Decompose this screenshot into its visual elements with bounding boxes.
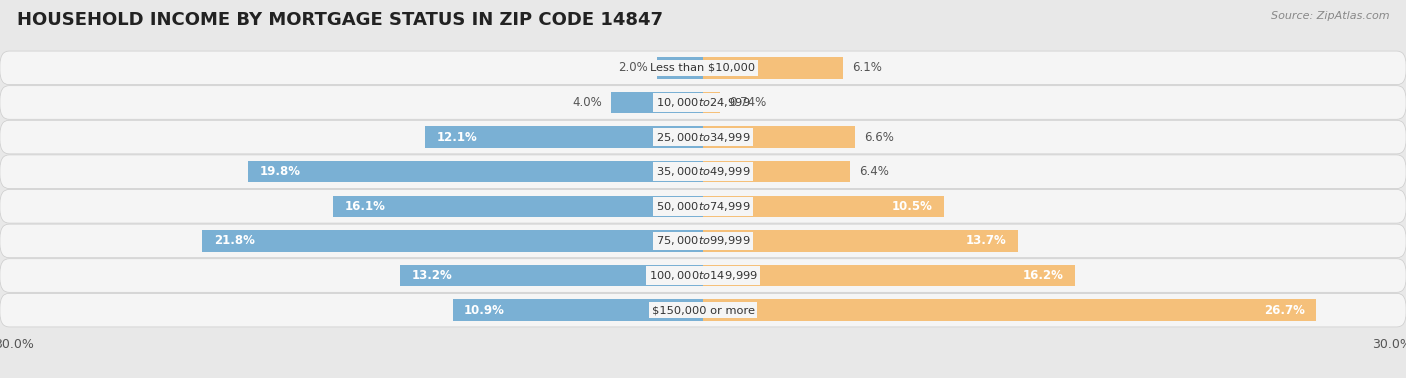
Text: 16.2%: 16.2% bbox=[1022, 269, 1063, 282]
Text: 6.1%: 6.1% bbox=[852, 61, 882, 74]
FancyBboxPatch shape bbox=[0, 51, 1406, 85]
Bar bbox=[703, 230, 1018, 252]
Text: 13.2%: 13.2% bbox=[412, 269, 453, 282]
FancyBboxPatch shape bbox=[0, 293, 1406, 327]
Bar bbox=[703, 265, 1076, 286]
Text: 6.6%: 6.6% bbox=[863, 130, 894, 144]
Bar bbox=[249, 161, 703, 183]
Text: Source: ZipAtlas.com: Source: ZipAtlas.com bbox=[1271, 11, 1389, 21]
Text: 4.0%: 4.0% bbox=[572, 96, 602, 109]
FancyBboxPatch shape bbox=[0, 189, 1406, 223]
Bar bbox=[399, 265, 703, 286]
Text: 10.5%: 10.5% bbox=[891, 200, 932, 213]
Text: 0.74%: 0.74% bbox=[730, 96, 766, 109]
Bar bbox=[703, 92, 720, 113]
Text: 16.1%: 16.1% bbox=[344, 200, 385, 213]
Text: 21.8%: 21.8% bbox=[214, 234, 254, 248]
FancyBboxPatch shape bbox=[0, 86, 1406, 119]
Bar bbox=[425, 126, 703, 148]
FancyBboxPatch shape bbox=[0, 259, 1406, 292]
Text: 19.8%: 19.8% bbox=[260, 165, 301, 178]
Bar bbox=[453, 299, 703, 321]
Text: Less than $10,000: Less than $10,000 bbox=[651, 63, 755, 73]
Bar bbox=[657, 57, 703, 79]
Bar bbox=[703, 126, 855, 148]
Text: $150,000 or more: $150,000 or more bbox=[651, 305, 755, 315]
FancyBboxPatch shape bbox=[0, 120, 1406, 154]
Text: 12.1%: 12.1% bbox=[437, 130, 478, 144]
Text: HOUSEHOLD INCOME BY MORTGAGE STATUS IN ZIP CODE 14847: HOUSEHOLD INCOME BY MORTGAGE STATUS IN Z… bbox=[17, 11, 662, 29]
FancyBboxPatch shape bbox=[0, 155, 1406, 189]
Text: $25,000 to $34,999: $25,000 to $34,999 bbox=[655, 130, 751, 144]
Text: $35,000 to $49,999: $35,000 to $49,999 bbox=[655, 165, 751, 178]
Text: $10,000 to $24,999: $10,000 to $24,999 bbox=[655, 96, 751, 109]
Text: 13.7%: 13.7% bbox=[966, 234, 1007, 248]
Bar bbox=[703, 57, 844, 79]
Text: 2.0%: 2.0% bbox=[619, 61, 648, 74]
Text: $50,000 to $74,999: $50,000 to $74,999 bbox=[655, 200, 751, 213]
Text: 6.4%: 6.4% bbox=[859, 165, 889, 178]
Text: 26.7%: 26.7% bbox=[1264, 304, 1305, 317]
Bar bbox=[703, 299, 1316, 321]
Bar bbox=[202, 230, 703, 252]
Bar bbox=[333, 195, 703, 217]
Bar bbox=[703, 161, 851, 183]
Bar bbox=[612, 92, 703, 113]
Bar bbox=[703, 195, 945, 217]
Text: $75,000 to $99,999: $75,000 to $99,999 bbox=[655, 234, 751, 248]
FancyBboxPatch shape bbox=[0, 224, 1406, 258]
Text: $100,000 to $149,999: $100,000 to $149,999 bbox=[648, 269, 758, 282]
Text: 10.9%: 10.9% bbox=[464, 304, 505, 317]
